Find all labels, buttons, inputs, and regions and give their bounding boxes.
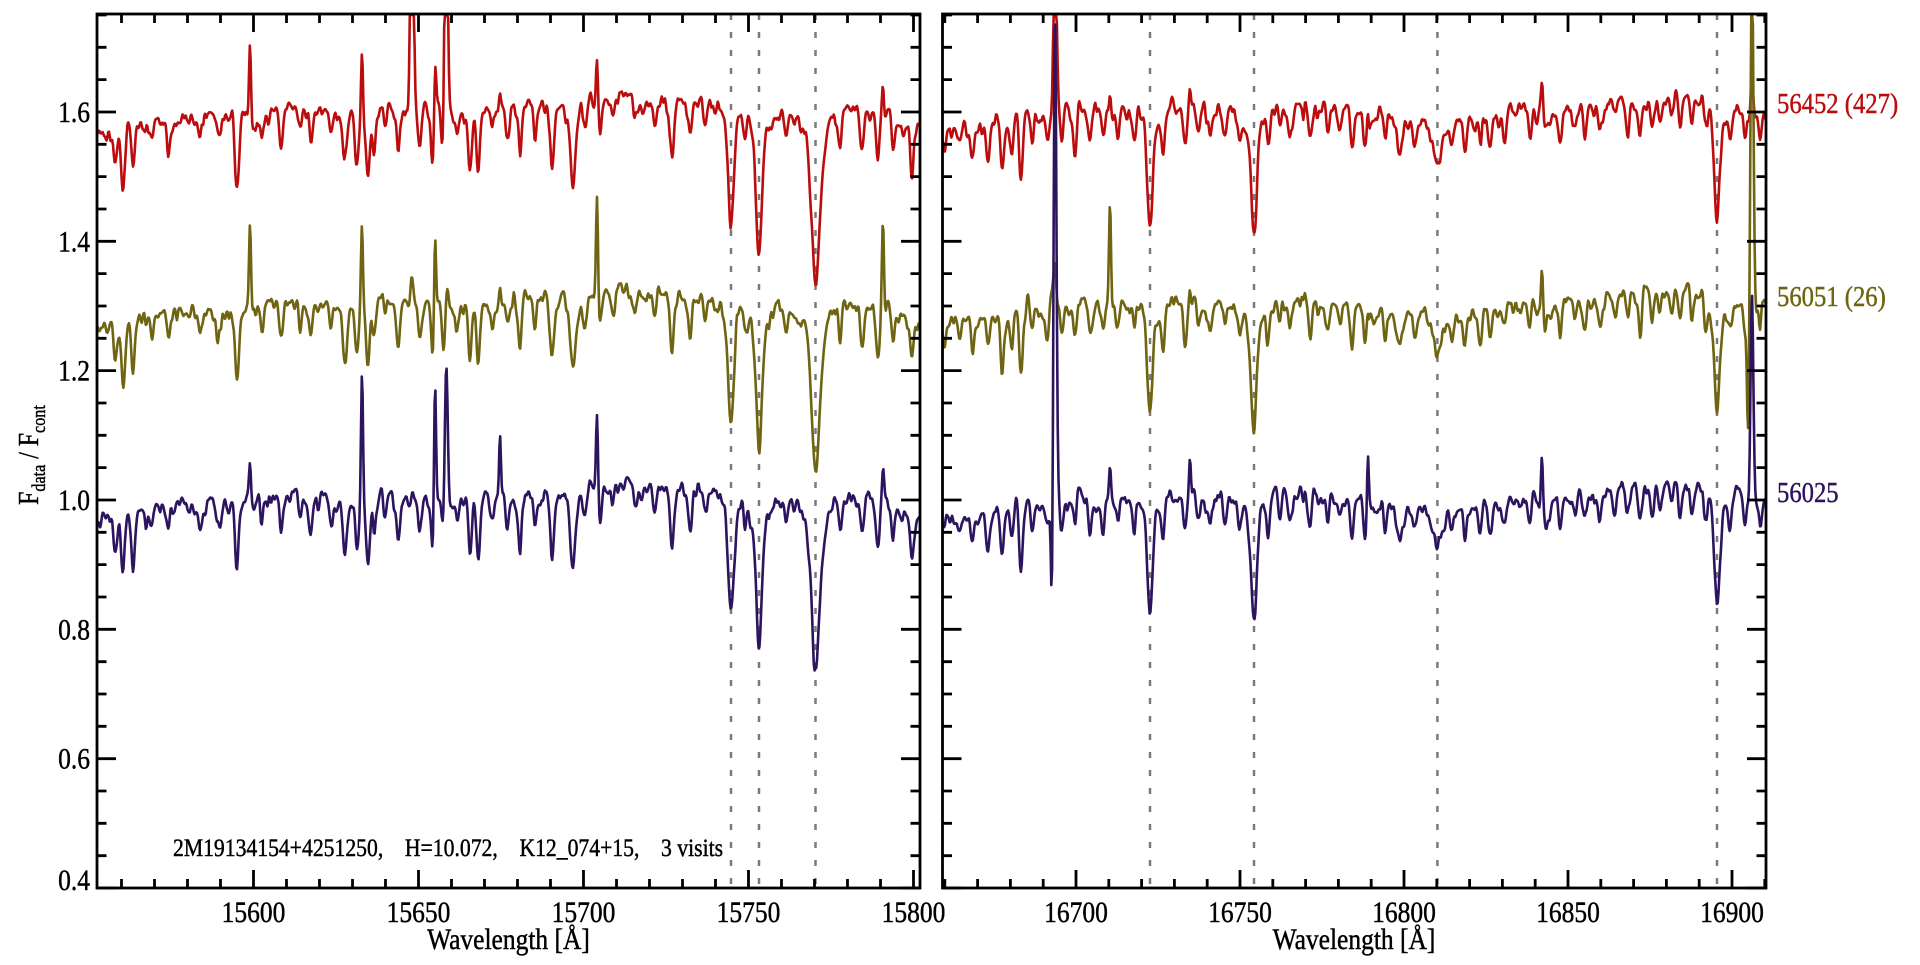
svg-text:15800: 15800	[882, 896, 946, 929]
svg-text:15650: 15650	[387, 896, 451, 929]
svg-text:16700: 16700	[1044, 896, 1108, 929]
svg-text:0.4: 0.4	[58, 864, 90, 897]
svg-text:56452 (427): 56452 (427)	[1777, 87, 1898, 119]
svg-text:16750: 16750	[1208, 896, 1272, 929]
svg-text:1.0: 1.0	[58, 484, 90, 517]
svg-text:0.6: 0.6	[58, 743, 90, 776]
svg-text:1.4: 1.4	[58, 225, 90, 258]
svg-text:2M19134154+4251250, H=10.07: 2M19134154+4251250, H=10.072, K12_074+15…	[173, 834, 723, 862]
svg-text:15600: 15600	[222, 896, 286, 929]
svg-text:15700: 15700	[552, 896, 616, 929]
svg-text:Wavelength [Å]: Wavelength [Å]	[1273, 923, 1436, 956]
svg-text:1.6: 1.6	[58, 96, 90, 129]
svg-text:16800: 16800	[1372, 896, 1436, 929]
svg-text:56051 (26): 56051 (26)	[1777, 280, 1886, 312]
svg-text:15750: 15750	[717, 896, 781, 929]
svg-text:1.2: 1.2	[58, 355, 90, 388]
svg-text:Wavelength [Å]: Wavelength [Å]	[427, 923, 590, 956]
svg-text:0.8: 0.8	[58, 613, 90, 646]
svg-text:16900: 16900	[1700, 896, 1764, 929]
svg-text:16850: 16850	[1536, 896, 1600, 929]
svg-text:56025: 56025	[1777, 476, 1839, 508]
